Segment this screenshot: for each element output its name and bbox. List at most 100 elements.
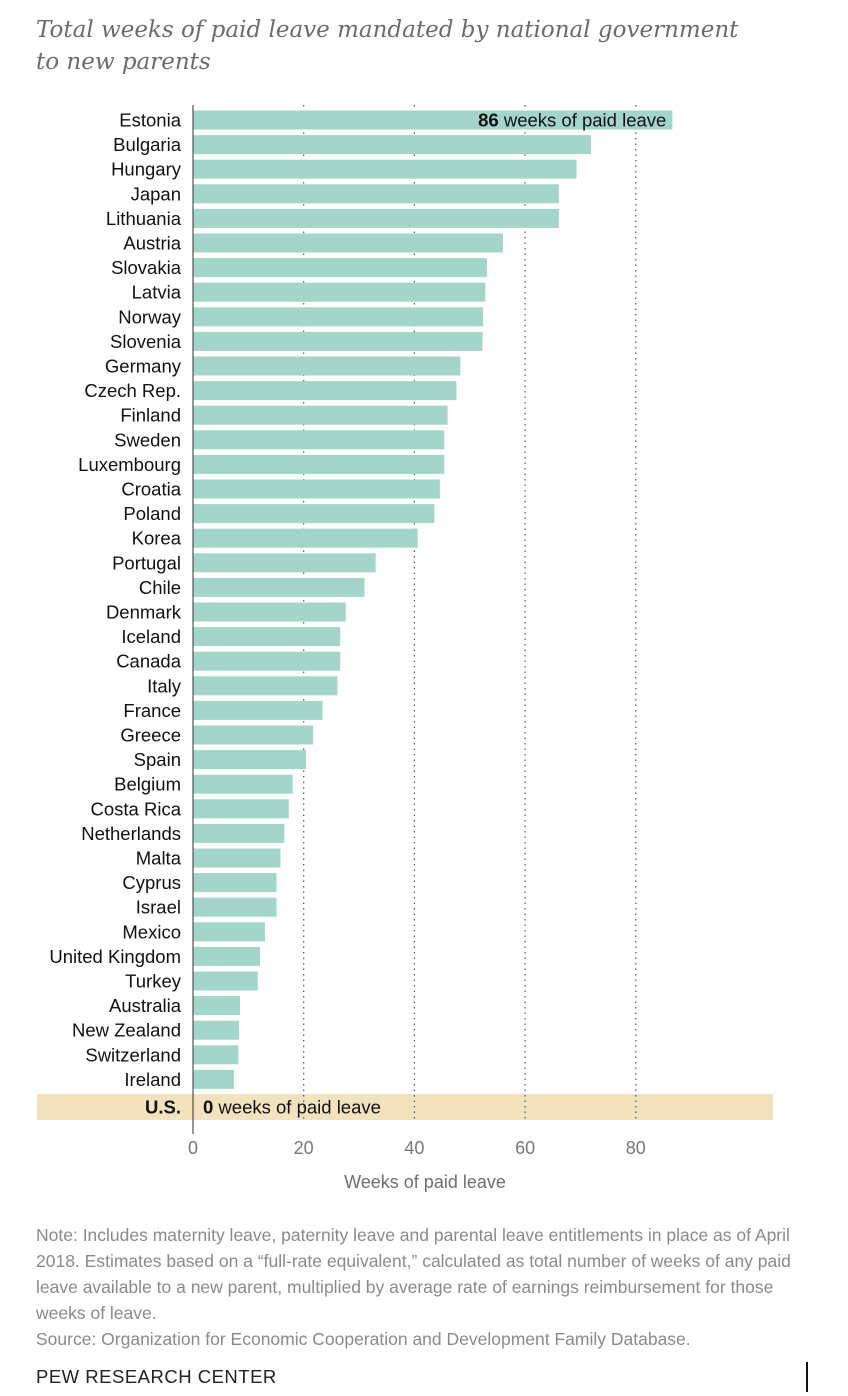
bar-netherlands xyxy=(193,823,285,843)
category-label: United Kingdom xyxy=(49,946,181,967)
bar-greece xyxy=(193,725,314,745)
bar-estonia xyxy=(193,110,673,130)
bar-latvia xyxy=(193,282,486,302)
axis-layer: 0 20 40 60 80 Weeks of paid leave xyxy=(188,105,646,1192)
bar-belgium xyxy=(193,774,293,794)
grid-layer xyxy=(303,105,637,1122)
text-cursor xyxy=(806,1362,808,1392)
category-label: Australia xyxy=(109,995,182,1016)
bar-hungary xyxy=(193,159,577,179)
category-label: Greece xyxy=(120,725,181,746)
note-text: Note: Includes maternity leave, paternit… xyxy=(36,1225,791,1323)
bar-slovenia xyxy=(193,331,483,351)
category-label: Ireland xyxy=(124,1069,181,1090)
bar-croatia xyxy=(193,479,440,499)
category-label: France xyxy=(123,700,181,721)
bar-slovakia xyxy=(193,258,487,278)
category-label: Sweden xyxy=(114,429,181,450)
bar-malta xyxy=(193,848,281,868)
highlight-layer xyxy=(37,1094,773,1120)
bar-chart: Estonia Bulgaria Hungary Japan Lithuania Aust… xyxy=(37,105,773,1192)
category-label: Netherlands xyxy=(81,823,181,844)
category-label: Cyprus xyxy=(122,872,181,893)
category-label: Spain xyxy=(134,749,181,770)
category-label: Germany xyxy=(105,356,182,377)
category-label: Malta xyxy=(136,848,182,869)
category-label: Luxembourg xyxy=(78,454,181,475)
bar-austria xyxy=(193,233,503,253)
category-label: Estonia xyxy=(119,110,181,131)
category-label: Israel xyxy=(136,897,181,918)
bar-mexico xyxy=(193,922,265,942)
category-label: Austria xyxy=(123,233,181,254)
bar-iceland xyxy=(193,627,341,647)
category-label: Norway xyxy=(118,306,181,327)
bars-layer xyxy=(193,110,673,1089)
bar-denmark xyxy=(193,602,346,622)
chart-note: Note: Includes maternity leave, paternit… xyxy=(36,1222,806,1352)
x-tick-label: 80 xyxy=(626,1138,646,1158)
bar-bulgaria xyxy=(193,135,591,155)
category-label: Japan xyxy=(131,183,181,204)
brand-logo-text: PEW RESEARCH CENTER xyxy=(36,1366,277,1387)
bar-finland xyxy=(193,405,448,425)
category-label: Portugal xyxy=(112,552,181,573)
bar-cyprus xyxy=(193,873,277,893)
category-label: Korea xyxy=(132,528,182,549)
category-label: Slovakia xyxy=(111,257,182,278)
bar-ireland xyxy=(193,1069,234,1089)
bar-france xyxy=(193,700,323,720)
us-highlight-band xyxy=(37,1094,773,1120)
category-label: Turkey xyxy=(125,971,182,992)
category-label: Lithuania xyxy=(106,208,182,229)
x-tick-label: 60 xyxy=(515,1138,535,1158)
bar-sweden xyxy=(193,430,445,450)
x-axis-title: Weeks of paid leave xyxy=(344,1172,506,1192)
category-label: Costa Rica xyxy=(91,798,182,819)
bar-korea xyxy=(193,528,418,548)
bar-japan xyxy=(193,184,559,204)
category-label: Finland xyxy=(120,405,181,426)
category-label: Belgium xyxy=(114,774,181,795)
bar-costa-rica xyxy=(193,799,289,819)
category-label-us: U.S. xyxy=(145,1097,181,1118)
bar-germany xyxy=(193,356,461,376)
category-label: Canada xyxy=(116,651,182,672)
top-bar-annotation: 86 weeks of paid leave xyxy=(478,110,666,131)
bar-lithuania xyxy=(193,208,559,228)
category-label: Mexico xyxy=(122,921,181,942)
category-label: Croatia xyxy=(121,479,181,500)
source-text: Source: Organization for Economic Cooper… xyxy=(36,1329,691,1349)
category-label: Denmark xyxy=(106,602,182,623)
category-label: Slovenia xyxy=(110,331,182,352)
category-label: Italy xyxy=(147,675,182,696)
bar-czech-rep- xyxy=(193,381,457,401)
category-label: Hungary xyxy=(111,159,182,180)
category-label: Bulgaria xyxy=(113,134,182,155)
us-annotation: 0 weeks of paid leave xyxy=(203,1097,381,1118)
bar-israel xyxy=(193,897,277,917)
bar-portugal xyxy=(193,553,376,573)
labels-layer: Estonia Bulgaria Hungary Japan Lithuania Aust… xyxy=(49,110,666,1118)
category-label: Poland xyxy=(123,503,181,524)
bar-australia xyxy=(193,996,241,1016)
category-label: New Zealand xyxy=(72,1020,181,1041)
bar-chile xyxy=(193,577,365,597)
category-label: Czech Rep. xyxy=(84,380,181,401)
bar-canada xyxy=(193,651,341,671)
bar-new-zealand xyxy=(193,1020,239,1040)
category-label: Chile xyxy=(139,577,181,598)
x-tick-label: 40 xyxy=(404,1138,424,1158)
x-tick-label: 20 xyxy=(294,1138,314,1158)
category-label: Latvia xyxy=(132,282,182,303)
bar-poland xyxy=(193,504,435,524)
bar-united-kingdom xyxy=(193,946,260,966)
bar-luxembourg xyxy=(193,454,445,474)
bar-switzerland xyxy=(193,1045,239,1065)
bar-italy xyxy=(193,676,338,696)
category-label: Switzerland xyxy=(85,1044,181,1065)
bar-turkey xyxy=(193,971,258,991)
category-label: Iceland xyxy=(121,626,181,647)
x-tick-label: 0 xyxy=(188,1138,198,1158)
bar-spain xyxy=(193,750,306,770)
